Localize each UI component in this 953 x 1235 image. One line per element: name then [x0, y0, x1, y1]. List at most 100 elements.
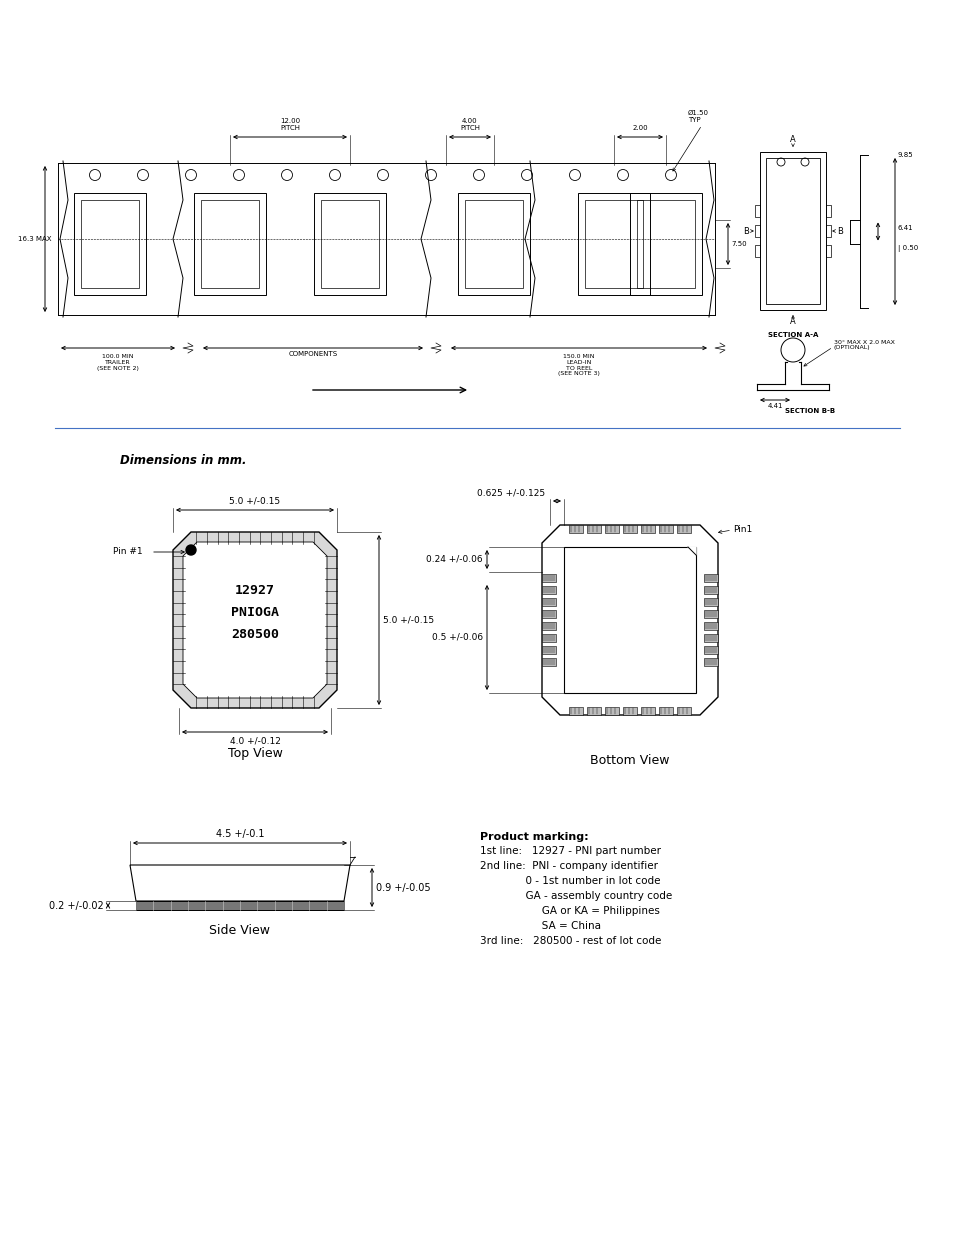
Text: SECTION A-A: SECTION A-A	[767, 332, 818, 338]
Circle shape	[781, 338, 804, 362]
Bar	[760, 152, 825, 310]
Text: GA - assembly country code: GA - assembly country code	[479, 890, 672, 902]
Bar	[703, 658, 718, 666]
Bar	[586, 525, 600, 534]
Text: GA or KA = Philippines: GA or KA = Philippines	[479, 906, 659, 916]
Text: 100.0 MIN
TRAILER
(SEE NOTE 2): 100.0 MIN TRAILER (SEE NOTE 2)	[97, 354, 139, 370]
Text: 0.5 +/-0.06: 0.5 +/-0.06	[432, 634, 482, 642]
Text: 0.2 +/-0.02: 0.2 +/-0.02	[50, 900, 104, 910]
Text: 9.85: 9.85	[897, 152, 913, 158]
Bar	[640, 525, 655, 534]
Text: 4.0 +/-0.12: 4.0 +/-0.12	[230, 736, 280, 745]
Bar	[754, 245, 760, 257]
Text: B: B	[836, 226, 842, 236]
Text: Ø1.50
TYP: Ø1.50 TYP	[687, 110, 708, 124]
Bar	[637, 200, 695, 288]
Bar	[568, 706, 582, 715]
Bar	[640, 706, 655, 715]
Text: | 0.50: | 0.50	[897, 245, 918, 252]
Text: 4.5 +/-0.1: 4.5 +/-0.1	[215, 829, 264, 839]
Bar	[703, 585, 718, 594]
Text: Bottom View: Bottom View	[590, 753, 669, 767]
Bar	[136, 902, 344, 910]
Bar	[541, 610, 556, 618]
Bar	[604, 525, 618, 534]
Bar	[629, 193, 701, 295]
Polygon shape	[687, 547, 696, 555]
Text: 4.41: 4.41	[766, 403, 781, 409]
Bar	[659, 706, 672, 715]
Bar	[677, 525, 690, 534]
Bar	[703, 598, 718, 606]
Text: 7.50: 7.50	[730, 241, 746, 247]
Polygon shape	[541, 525, 718, 715]
Text: COMPONENTS: COMPONENTS	[288, 351, 337, 357]
Bar	[193, 193, 266, 295]
Bar	[825, 245, 830, 257]
Text: 4.00
PITCH: 4.00 PITCH	[459, 119, 479, 131]
Bar	[703, 622, 718, 630]
Bar	[703, 634, 718, 642]
Bar	[541, 598, 556, 606]
Text: 2.00: 2.00	[632, 125, 647, 131]
Bar	[754, 205, 760, 217]
Text: Pin #1: Pin #1	[113, 547, 143, 557]
Text: Side View: Side View	[210, 924, 271, 936]
Text: 12927
PNIOGA
280500: 12927 PNIOGA 280500	[231, 583, 278, 641]
Bar	[584, 200, 642, 288]
Text: 16.3 MAX: 16.3 MAX	[17, 236, 51, 242]
Bar	[754, 225, 760, 237]
Text: A: A	[789, 317, 795, 326]
Bar	[568, 525, 582, 534]
Bar	[622, 525, 637, 534]
Bar	[541, 634, 556, 642]
Text: 30° MAX X 2.0 MAX
(OPTIONAL): 30° MAX X 2.0 MAX (OPTIONAL)	[833, 340, 894, 351]
Text: Pin1: Pin1	[732, 526, 752, 535]
Text: 2nd line:  PNI - company identifier: 2nd line: PNI - company identifier	[479, 861, 658, 871]
Bar	[703, 610, 718, 618]
Text: SA = China: SA = China	[479, 921, 600, 931]
Bar	[81, 200, 139, 288]
Bar	[825, 205, 830, 217]
Text: B: B	[742, 226, 748, 236]
Polygon shape	[183, 542, 327, 698]
Bar	[464, 200, 522, 288]
Bar	[677, 706, 690, 715]
Circle shape	[186, 545, 195, 555]
Text: SECTION B-B: SECTION B-B	[784, 408, 834, 414]
Text: A: A	[789, 136, 795, 144]
Polygon shape	[130, 864, 350, 902]
Text: 5.0 +/-0.15: 5.0 +/-0.15	[230, 496, 280, 506]
Text: 0.24 +/-0.06: 0.24 +/-0.06	[426, 555, 482, 564]
Text: 1st line:   12927 - PNI part number: 1st line: 12927 - PNI part number	[479, 846, 660, 856]
Bar	[457, 193, 530, 295]
Text: 5.0 +/-0.15: 5.0 +/-0.15	[382, 615, 434, 625]
Bar	[563, 547, 696, 693]
Text: 6.41: 6.41	[897, 226, 913, 231]
Bar	[703, 574, 718, 582]
Text: 0.9 +/-0.05: 0.9 +/-0.05	[375, 883, 430, 893]
Bar	[825, 225, 830, 237]
Polygon shape	[172, 532, 336, 708]
Text: 0.625 +/-0.125: 0.625 +/-0.125	[476, 488, 544, 496]
Bar	[703, 646, 718, 655]
Bar	[320, 200, 378, 288]
Bar	[765, 158, 820, 304]
Bar	[578, 193, 649, 295]
Bar	[541, 622, 556, 630]
Text: 12.00
PITCH: 12.00 PITCH	[279, 119, 300, 131]
Bar	[74, 193, 146, 295]
Text: 0 - 1st number in lot code: 0 - 1st number in lot code	[479, 876, 659, 885]
Bar	[541, 585, 556, 594]
Bar	[622, 706, 637, 715]
Bar	[541, 646, 556, 655]
Bar	[314, 193, 386, 295]
Text: 3rd line:   280500 - rest of lot code: 3rd line: 280500 - rest of lot code	[479, 936, 660, 946]
Bar	[659, 525, 672, 534]
Bar	[586, 706, 600, 715]
Bar	[201, 200, 258, 288]
Bar	[604, 706, 618, 715]
Text: Dimensions in mm.: Dimensions in mm.	[120, 453, 246, 467]
Text: 150.0 MIN
LEAD-IN
TO REEL
(SEE NOTE 3): 150.0 MIN LEAD-IN TO REEL (SEE NOTE 3)	[558, 354, 599, 377]
Text: Product marking:: Product marking:	[479, 832, 588, 842]
